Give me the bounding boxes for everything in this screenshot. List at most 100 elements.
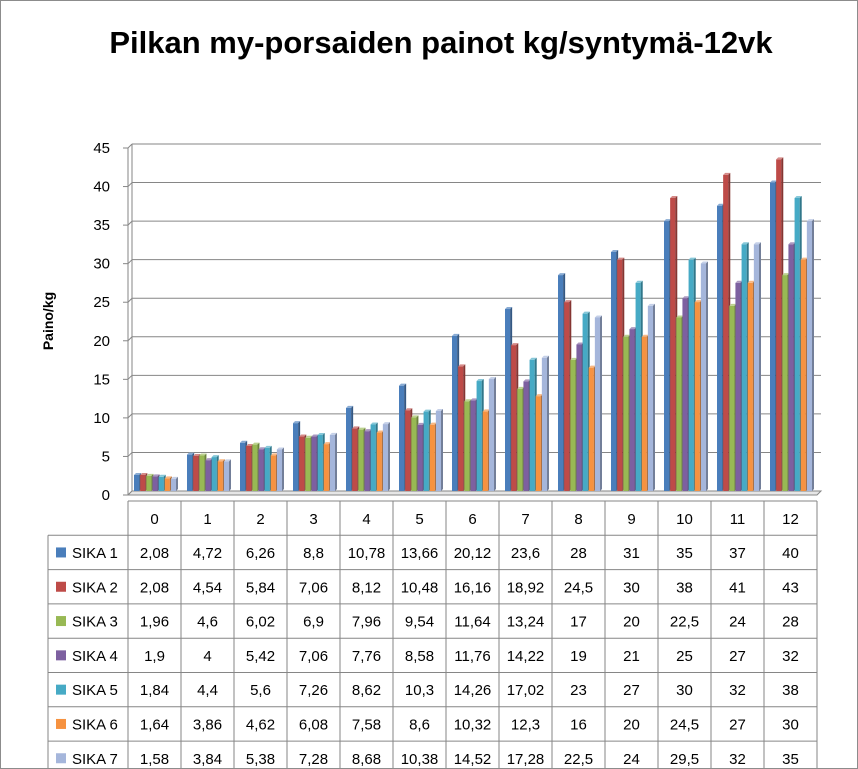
- data-label: 43: [782, 579, 799, 596]
- bar-top: [246, 443, 254, 446]
- bar-top: [405, 408, 413, 411]
- legend-key: [56, 718, 66, 729]
- bar-top: [694, 300, 702, 303]
- data-label: 19: [570, 648, 587, 665]
- bar: [329, 434, 335, 491]
- bar-top: [240, 440, 248, 443]
- data-label: 12,3: [511, 716, 540, 733]
- bar: [717, 205, 723, 491]
- bar-top: [523, 379, 531, 382]
- bar: [735, 282, 741, 491]
- gridline-side: [127, 297, 133, 303]
- bar-top: [382, 422, 390, 425]
- legend-label: SIKA 3: [72, 614, 118, 631]
- data-label: 8,58: [405, 648, 434, 665]
- bar: [146, 475, 152, 491]
- bar-top: [140, 472, 148, 475]
- bar: [517, 388, 523, 491]
- bar: [788, 244, 794, 491]
- data-label: 8,6: [409, 716, 430, 733]
- bar: [776, 159, 782, 491]
- bar: [694, 302, 700, 491]
- bar-top: [629, 327, 637, 330]
- bar: [458, 366, 464, 491]
- bar: [806, 221, 812, 491]
- bar: [429, 424, 435, 491]
- bar: [641, 336, 647, 491]
- bar-top: [264, 445, 272, 448]
- bar-top: [205, 458, 213, 461]
- bar: [370, 424, 376, 491]
- data-label: 37: [729, 545, 746, 562]
- bar-top: [535, 394, 543, 397]
- data-label: 1,84: [140, 682, 169, 699]
- data-label: 27: [623, 682, 640, 699]
- bar-top: [806, 219, 814, 222]
- data-label: 10,38: [401, 751, 439, 768]
- bar: [688, 259, 694, 491]
- bar: [576, 344, 582, 491]
- bar-top: [623, 334, 631, 337]
- x-tick-label: 11: [730, 511, 746, 528]
- gridline-side: [127, 220, 133, 226]
- data-label: 13,24: [507, 614, 545, 631]
- data-label: 7,06: [299, 579, 328, 596]
- bar-top: [582, 311, 590, 314]
- bar: [505, 309, 511, 491]
- data-label: 17,02: [507, 682, 545, 699]
- y-tick-label: 35: [93, 217, 110, 234]
- data-label: 2,08: [140, 579, 169, 596]
- bar: [588, 367, 594, 491]
- bar: [523, 381, 529, 491]
- data-label: 28: [570, 545, 587, 562]
- bar: [511, 345, 517, 491]
- data-label: 41: [729, 579, 746, 596]
- bar-side: [600, 315, 602, 491]
- bar-side: [706, 261, 708, 491]
- bar-top: [594, 315, 602, 318]
- data-label: 10,78: [348, 545, 386, 562]
- data-label: 7,96: [352, 614, 381, 631]
- bar-top: [193, 453, 201, 456]
- legend-label: SIKA 2: [72, 579, 118, 596]
- bar: [629, 329, 635, 491]
- bar-side: [176, 476, 178, 491]
- legend-key: [56, 684, 66, 695]
- bar: [240, 442, 246, 491]
- bar-top: [747, 280, 755, 283]
- bar: [617, 259, 623, 491]
- bar-side: [441, 408, 443, 491]
- bar: [134, 474, 140, 491]
- bar: [305, 437, 311, 491]
- bar: [193, 455, 199, 491]
- bar: [770, 182, 776, 492]
- bar: [664, 221, 670, 491]
- bar-top: [529, 357, 537, 360]
- bar-top: [134, 472, 142, 475]
- bar-top: [511, 343, 519, 346]
- bar: [270, 455, 276, 491]
- legend-key: [56, 616, 66, 627]
- x-tick-label: 7: [521, 511, 529, 528]
- y-tick-label: 20: [93, 333, 110, 350]
- bar: [723, 174, 729, 491]
- bar: [382, 424, 388, 491]
- data-label: 35: [676, 545, 693, 562]
- bar: [794, 197, 800, 491]
- bar: [482, 411, 488, 491]
- bar-side: [494, 377, 496, 491]
- data-label: 14,22: [507, 648, 545, 665]
- bar-top: [417, 422, 425, 425]
- data-label: 40: [782, 545, 799, 562]
- bar-top: [305, 435, 313, 438]
- bar: [729, 305, 735, 491]
- x-tick-label: 3: [309, 511, 317, 528]
- data-label: 31: [623, 545, 640, 562]
- bar: [317, 435, 323, 491]
- bar: [476, 381, 482, 491]
- legend-label: SIKA 5: [72, 682, 118, 699]
- bar: [682, 298, 688, 491]
- bar-side: [653, 303, 655, 491]
- data-label: 24: [729, 614, 746, 631]
- bar-top: [358, 427, 366, 430]
